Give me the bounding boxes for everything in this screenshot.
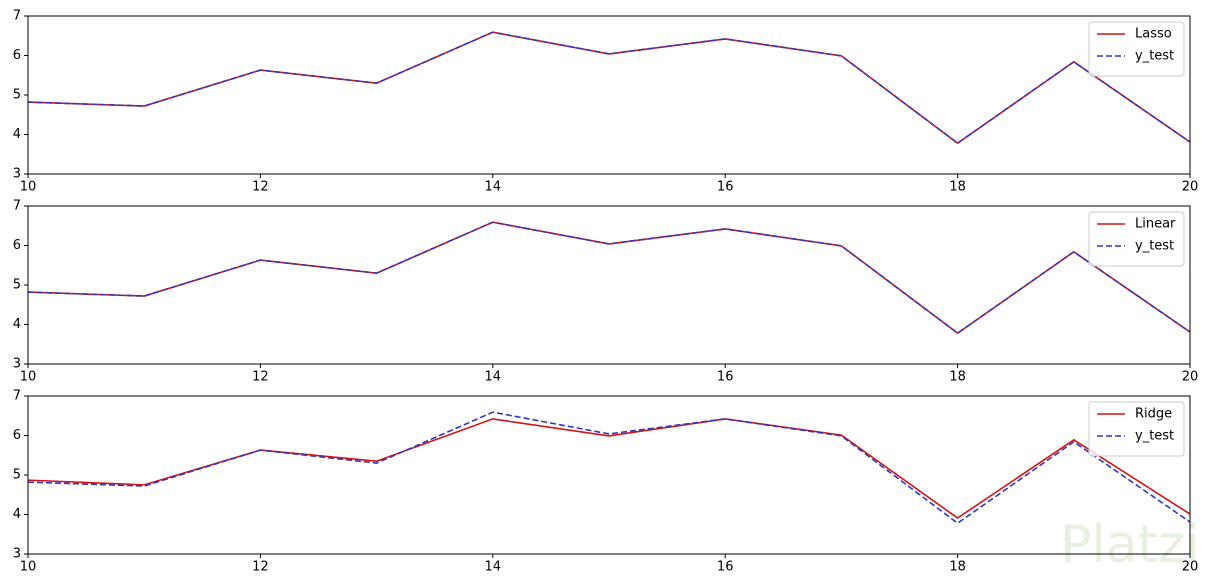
legend-box xyxy=(1088,401,1185,457)
x-tick-label: 18 xyxy=(949,560,966,575)
plot-frame xyxy=(27,205,1191,365)
y-tick-label: 6 xyxy=(13,238,21,253)
y-tick-label: 4 xyxy=(13,507,21,522)
legend-label: Ridge xyxy=(1135,407,1172,422)
legend-box xyxy=(1088,211,1185,267)
x-tick-label: 18 xyxy=(949,180,966,195)
plot-frame xyxy=(27,395,1191,555)
y-tick-label: 6 xyxy=(13,428,21,443)
x-tick-label: 20 xyxy=(1182,180,1199,195)
y-tick-label: 3 xyxy=(13,357,21,372)
y-tick-label: 7 xyxy=(13,389,21,404)
y-tick-label: 5 xyxy=(13,88,21,103)
x-tick-label: 10 xyxy=(20,180,37,195)
x-tick-label: 20 xyxy=(1182,370,1199,385)
series-line xyxy=(27,418,1191,520)
y-tick-label: 7 xyxy=(13,9,21,24)
y-tick-label: 3 xyxy=(13,167,21,182)
x-tick-label: 12 xyxy=(252,180,269,195)
y-tick-label: 5 xyxy=(13,468,21,483)
x-tick-label: 14 xyxy=(485,180,502,195)
legend-box xyxy=(1088,21,1185,77)
series-line xyxy=(27,31,1191,145)
x-tick-label: 12 xyxy=(252,370,269,385)
legend-label: Linear xyxy=(1135,217,1176,232)
y-tick-label: 7 xyxy=(13,199,21,214)
x-tick-label: 10 xyxy=(20,560,37,575)
x-tick-label: 20 xyxy=(1182,560,1199,575)
x-tick-label: 14 xyxy=(485,370,502,385)
legend-label: y_test xyxy=(1135,49,1174,64)
legend-label: y_test xyxy=(1135,429,1174,444)
series-line xyxy=(27,221,1191,335)
x-tick-label: 16 xyxy=(717,180,734,195)
watermark: Platzi xyxy=(1060,515,1200,575)
series-line xyxy=(27,411,1191,525)
x-tick-label: 14 xyxy=(485,560,502,575)
x-tick-label: 16 xyxy=(717,370,734,385)
y-tick-label: 3 xyxy=(13,547,21,562)
plot-frame xyxy=(27,15,1191,175)
series-line xyxy=(27,31,1191,145)
y-tick-label: 4 xyxy=(13,317,21,332)
legend-label: Lasso xyxy=(1135,27,1172,42)
y-tick-label: 6 xyxy=(13,48,21,63)
y-tick-label: 4 xyxy=(13,127,21,142)
x-tick-label: 10 xyxy=(20,370,37,385)
x-tick-label: 12 xyxy=(252,560,269,575)
x-tick-label: 18 xyxy=(949,370,966,385)
x-tick-label: 16 xyxy=(717,560,734,575)
y-tick-label: 5 xyxy=(13,278,21,293)
series-line xyxy=(27,221,1191,335)
legend-label: y_test xyxy=(1135,239,1174,254)
